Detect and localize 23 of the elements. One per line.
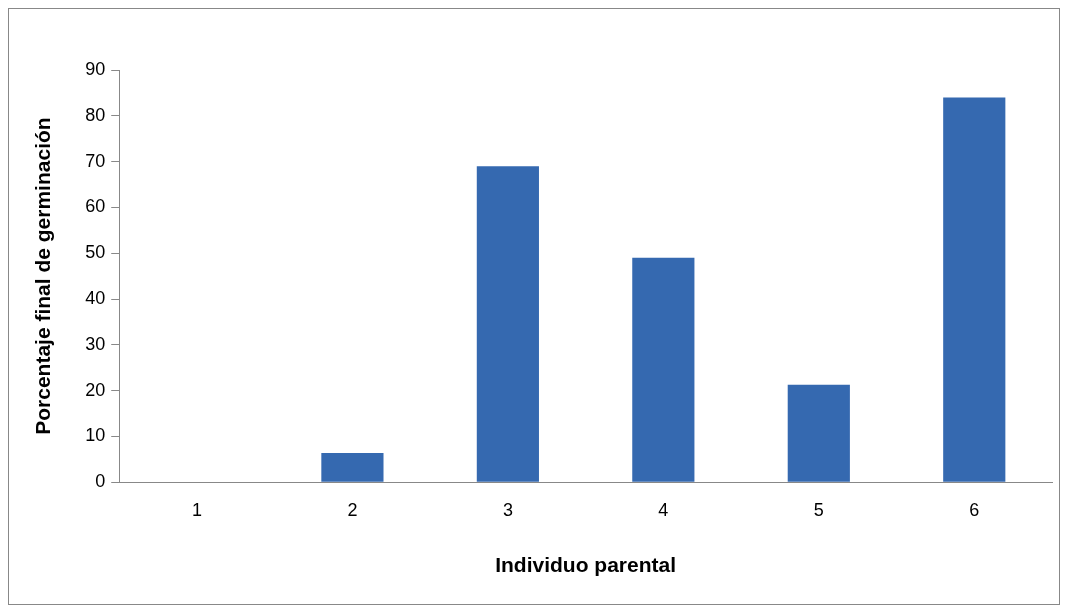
x-tick-label: 1	[191, 499, 202, 520]
x-tick-label: 6	[969, 499, 980, 520]
y-tick-label: 40	[85, 287, 106, 308]
y-tick-label: 30	[85, 333, 106, 354]
bar	[787, 384, 850, 482]
bar	[943, 97, 1006, 482]
bar	[632, 257, 695, 482]
y-tick-label: 0	[95, 471, 106, 492]
x-tick-label: 5	[813, 499, 824, 520]
y-tick-label: 90	[85, 58, 106, 79]
bar	[476, 166, 539, 482]
x-tick-label: 4	[658, 499, 669, 520]
x-tick-label: 2	[347, 499, 358, 520]
y-tick-label: 50	[85, 242, 106, 263]
x-tick-label: 3	[502, 499, 513, 520]
x-axis-title: Individuo parental	[495, 553, 677, 577]
y-tick-label: 80	[85, 104, 106, 125]
bar	[321, 452, 384, 482]
y-tick-label: 20	[85, 379, 106, 400]
y-tick-label: 60	[85, 196, 106, 217]
y-tick-label: 10	[85, 425, 106, 446]
y-tick-label: 70	[85, 150, 106, 171]
y-axis-title: Porcentaje final de germinación	[31, 117, 55, 435]
